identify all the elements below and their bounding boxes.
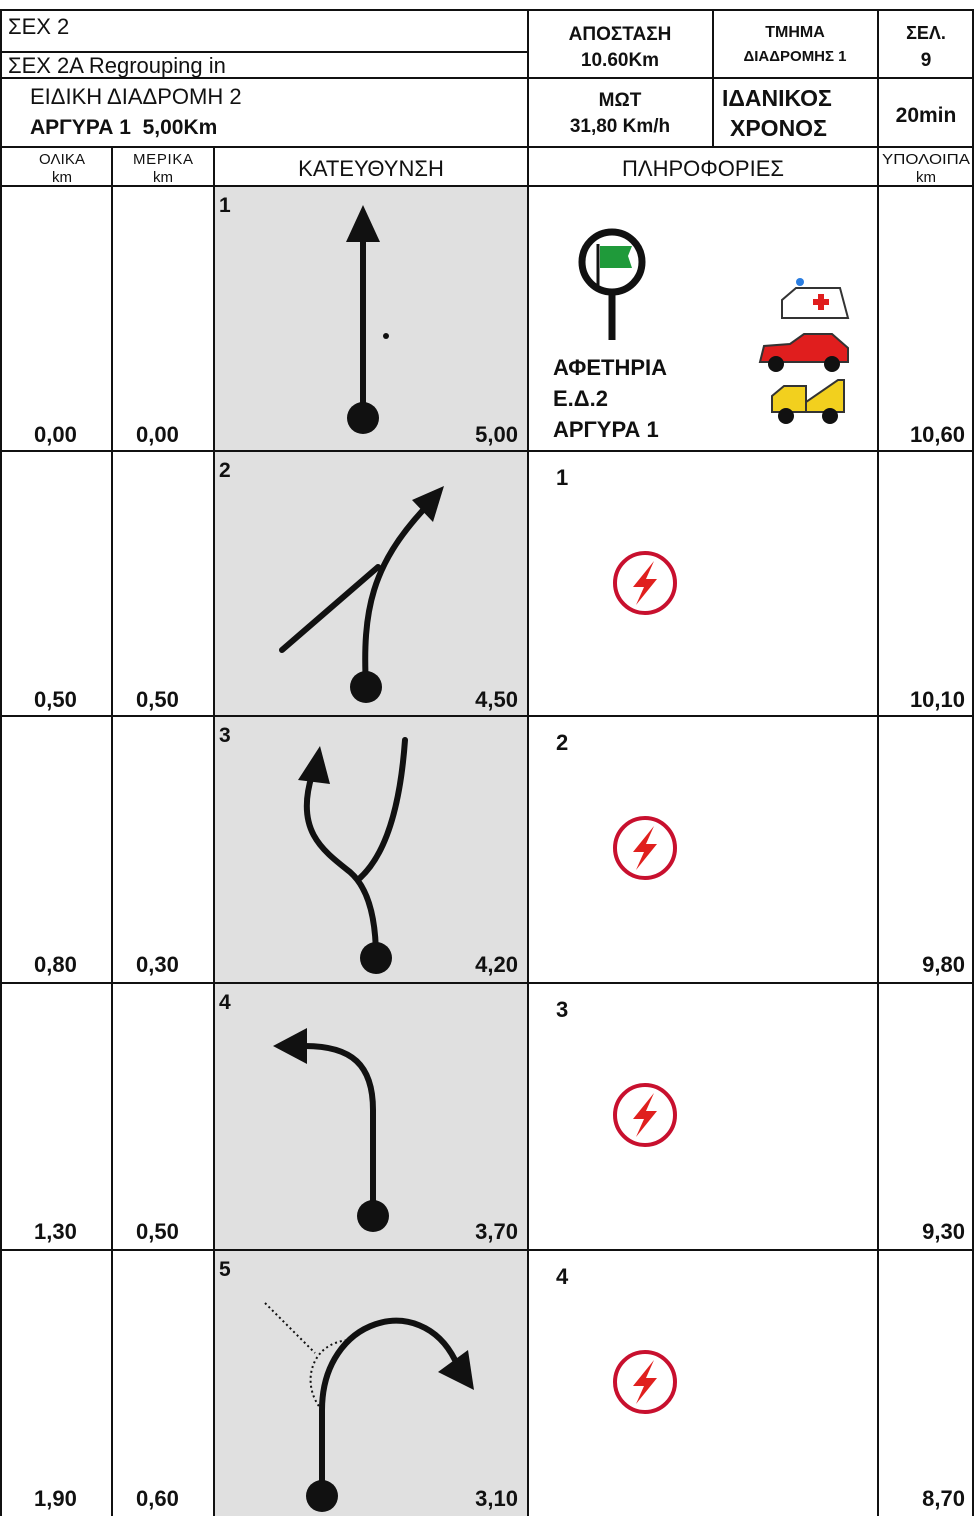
total-km: 0,00 <box>34 422 77 447</box>
ideal-label: ΙΔΑΝΙΚΟΣ <box>722 85 832 111</box>
info-text: ΑΦΕΤΗΡΙΑ <box>553 355 667 380</box>
col-remaining: ΥΠΟΛΟΙΠΑ <box>882 151 970 168</box>
partial-km: 0,50 <box>136 1219 179 1244</box>
tow-truck <box>771 379 845 424</box>
tulip-3 <box>298 737 408 974</box>
stage-remaining: 3,10 <box>475 1486 518 1511</box>
ideal-time: 20min <box>896 104 957 127</box>
direction-cell <box>214 1250 528 1516</box>
row-number: 5 <box>219 1258 231 1281</box>
col-total: ΟΛΙΚΑ <box>39 151 85 168</box>
warning-icon <box>613 551 677 615</box>
ideal-label-2: ΧΡΟΝΟΣ <box>730 115 827 141</box>
row: 3 0,80 0,30 4,20 9,80 2 <box>34 724 965 977</box>
stage-remaining: 4,50 <box>475 687 518 712</box>
tulip-2 <box>279 486 444 703</box>
total-km: 1,30 <box>34 1219 77 1244</box>
grid <box>0 9 974 1516</box>
row-number: 2 <box>219 459 231 482</box>
partial-km: 0,00 <box>136 422 179 447</box>
stage-remaining: 5,00 <box>475 422 518 447</box>
row: 2 0,50 0,50 4,50 10,10 1 <box>34 459 965 712</box>
distance-label: ΑΠΟΣΤΑΣΗ <box>569 24 672 45</box>
remaining-km: 10,10 <box>910 687 965 712</box>
regroup: ΣΕΧ 2A Regrouping in <box>8 53 226 78</box>
info-text: Ε.Δ.2 <box>553 386 608 411</box>
stage: ΕΙΔΙΚΗ ΔΙΑΔΡΟΜΗ 2 <box>30 84 242 109</box>
page-label: ΣΕΛ. <box>906 23 946 43</box>
remaining-km: 10,60 <box>910 422 965 447</box>
tulip-4 <box>273 1028 389 1232</box>
row-number: 4 <box>219 991 231 1014</box>
distance: 10.60Km <box>581 50 659 71</box>
remaining-km: 9,80 <box>922 952 965 977</box>
header: ΣΕΧ 2 ΣΕΧ 2A Regrouping in ΕΙΔΙΚΗ ΔΙΑΔΡΟ… <box>8 14 970 186</box>
total-km: 0,50 <box>34 687 77 712</box>
row: 1 0,00 0,00 5,00 10,60 ΑΦΕΤΗΡΙΑ Ε.Δ.2 ΑΡΓΥΡΑ 1 <box>34 194 965 447</box>
total-km: 0,80 <box>34 952 77 977</box>
arrows <box>264 205 474 1512</box>
partial-km: 0,30 <box>136 952 179 977</box>
col-direction: ΚΑΤΕΥΘΥΝΣΗ <box>298 156 444 181</box>
car <box>758 333 849 372</box>
part-label: ΤΜΗΜΑ <box>765 24 825 41</box>
partial-km: 0,60 <box>136 1486 179 1511</box>
warning-icon <box>613 816 677 880</box>
info-number: 2 <box>556 730 568 755</box>
col-total-unit: km <box>52 169 72 186</box>
tulip-5 <box>264 1302 474 1512</box>
info-number: 3 <box>556 997 568 1022</box>
part: ΔΙΑΔΡΟΜΗΣ 1 <box>743 48 846 65</box>
start-icons <box>578 228 850 424</box>
partial-km: 0,50 <box>136 687 179 712</box>
speed: 31,80 Km/h <box>570 116 670 137</box>
warning-icon <box>613 1350 677 1414</box>
info-number: 1 <box>556 465 568 490</box>
total-km: 1,90 <box>34 1486 77 1511</box>
stage-remaining: 3,70 <box>475 1219 518 1244</box>
row-number: 1 <box>219 194 231 217</box>
tulip-1 <box>346 205 389 434</box>
remaining-km: 8,70 <box>922 1486 965 1511</box>
stage-name: ΑΡΓΥΡΑ 1 5,00Km <box>30 116 217 139</box>
direction-cells <box>214 186 528 1516</box>
ambulance <box>781 278 850 319</box>
warning-icon <box>613 1083 677 1147</box>
col-remaining-unit: km <box>916 169 936 186</box>
col-partial: ΜΕΡΙΚΑ <box>133 151 193 168</box>
row: 4 1,30 0,50 3,70 9,30 3 <box>34 991 965 1244</box>
info-number: 4 <box>556 1264 569 1289</box>
info-text: ΑΡΓΥΡΑ 1 <box>553 417 659 442</box>
row-number: 3 <box>219 724 231 747</box>
section: ΣΕΧ 2 <box>8 14 69 39</box>
col-partial-unit: km <box>153 169 173 186</box>
page-number: 9 <box>921 50 932 71</box>
stage-remaining: 4,20 <box>475 952 518 977</box>
remaining-km: 9,30 <box>922 1219 965 1244</box>
direction-cell <box>214 716 528 983</box>
col-info: ΠΛΗΡΟΦΟΡΙΕΣ <box>622 156 784 181</box>
row: 5 1,90 0,60 3,10 8,70 4 <box>34 1258 965 1511</box>
speed-label: ΜΩΤ <box>599 90 642 111</box>
